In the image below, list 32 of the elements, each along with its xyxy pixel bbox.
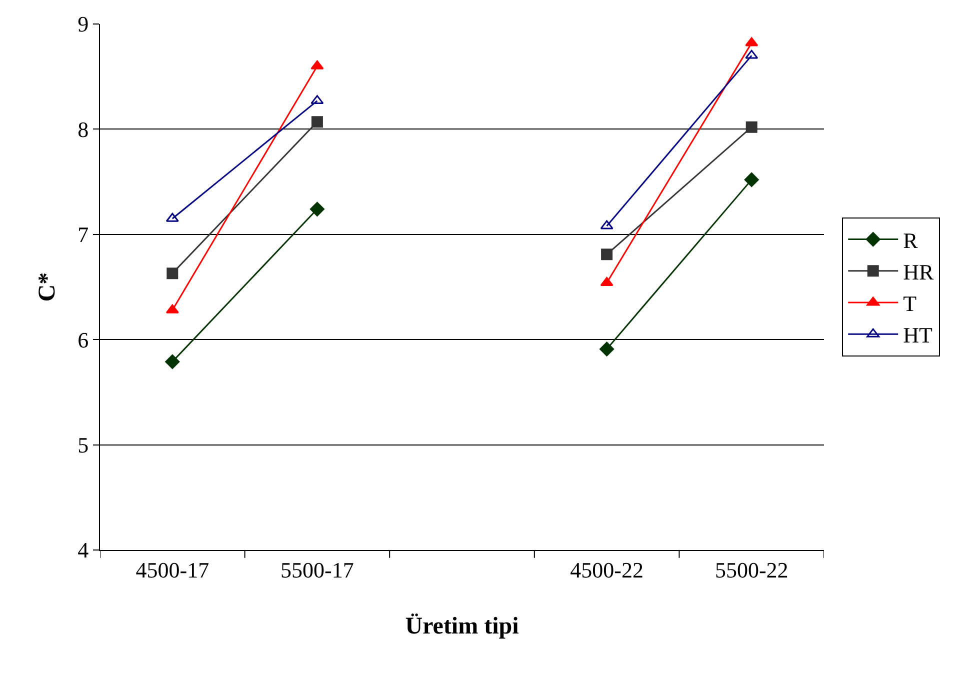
- x-tick-label: 4500-17: [136, 557, 210, 582]
- point: [600, 342, 614, 356]
- y-tick-label: 8: [78, 116, 89, 142]
- y-tick-label: 4: [78, 538, 89, 563]
- legend-label: T: [903, 291, 918, 316]
- x-tick-label: 5500-22: [714, 557, 788, 582]
- y-tick-label: 6: [78, 327, 89, 352]
- point: [600, 277, 614, 286]
- legend-label: HR: [903, 259, 934, 284]
- point: [744, 172, 759, 187]
- y-axis-title: C*: [34, 272, 61, 302]
- x-tick-label: 4500-22: [570, 557, 644, 582]
- point: [310, 60, 324, 70]
- point: [745, 50, 758, 59]
- point: [310, 95, 324, 104]
- point: [166, 212, 179, 222]
- point: [166, 304, 179, 314]
- legend-label: R: [903, 228, 918, 253]
- point: [746, 121, 758, 133]
- point: [600, 220, 614, 230]
- x-axis-title: Üretim tipi: [405, 614, 520, 640]
- y-tick-label: 5: [78, 432, 89, 458]
- point: [166, 268, 178, 280]
- point: [310, 202, 324, 216]
- point: [165, 354, 180, 369]
- y-tick-label: 7: [78, 222, 89, 248]
- x-tick-label: 5500-17: [280, 557, 354, 582]
- point: [745, 37, 758, 46]
- y-tick-label: 9: [78, 12, 89, 37]
- legend-label: HT: [903, 322, 933, 348]
- point: [311, 116, 323, 128]
- point: [601, 248, 613, 260]
